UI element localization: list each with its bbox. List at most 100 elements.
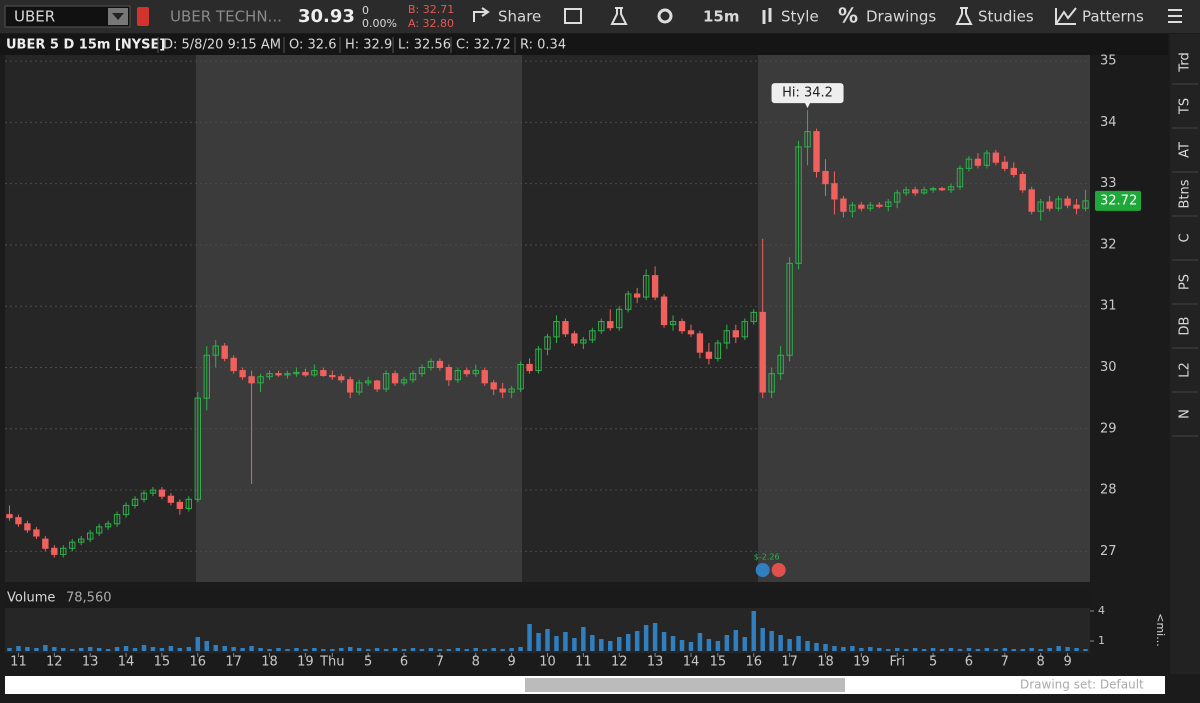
candle-body <box>212 345 219 356</box>
volume-bar <box>267 649 272 651</box>
candle-body <box>463 370 470 375</box>
studies-button[interactable]: Studies <box>978 8 1034 26</box>
volume-bar <box>805 641 810 651</box>
volume-bar <box>661 632 667 651</box>
candle-body <box>248 376 255 384</box>
x-tick-label: 8 <box>1037 655 1045 670</box>
style-button[interactable]: Style <box>781 8 819 26</box>
candle-body <box>795 146 802 264</box>
scroll-thumb[interactable] <box>525 678 845 692</box>
volume-bar <box>742 637 748 651</box>
candle-body <box>418 367 426 375</box>
menu-icon[interactable] <box>1168 9 1182 23</box>
header-field: H: 32.9 <box>345 38 392 53</box>
side-tab[interactable]: PS <box>1178 274 1193 290</box>
x-tick-label: 17 <box>781 655 798 670</box>
last-price-tag <box>1095 190 1141 211</box>
x-tick-label: 16 <box>190 655 207 670</box>
header-title: UBER 5 D 15m [NYSE] <box>6 38 165 53</box>
drawings-button[interactable]: Drawings <box>866 8 936 26</box>
volume-bar <box>1047 648 1052 651</box>
volume-bar <box>518 647 523 651</box>
candle-body <box>382 373 390 390</box>
candle-body <box>625 293 632 310</box>
event-icon <box>771 563 786 577</box>
volume-bar <box>339 648 344 651</box>
volume-bar <box>841 647 846 651</box>
candle-body <box>221 345 228 359</box>
volume-bar <box>96 648 102 651</box>
icon[interactable] <box>564 8 582 24</box>
candle-body <box>553 321 560 338</box>
volume-bar <box>1011 649 1017 651</box>
side-tab[interactable]: N <box>1178 409 1193 419</box>
volume-bar <box>123 646 129 651</box>
link-icon[interactable] <box>137 7 149 26</box>
candle-body <box>454 370 462 381</box>
candle-body <box>329 374 336 378</box>
volume-bar <box>78 648 84 651</box>
x-tick-label: 5 <box>364 655 372 670</box>
ask: A: 32.80 <box>408 17 454 30</box>
candle-body <box>230 357 237 372</box>
candle-body <box>69 541 76 549</box>
candle-body <box>122 504 130 516</box>
patterns-button[interactable]: Patterns <box>1082 8 1144 26</box>
volume-bar <box>446 649 452 651</box>
side-tab[interactable]: L2 <box>1178 362 1193 378</box>
volume-bar <box>7 648 12 651</box>
volume-bar <box>132 648 138 651</box>
candle-body <box>60 547 67 555</box>
y-tick-label: 30 <box>1100 360 1117 375</box>
candle-body <box>849 204 856 212</box>
interval[interactable]: 15m <box>703 8 740 26</box>
y-tick-label: 29 <box>1100 421 1117 436</box>
candle-body <box>876 204 883 207</box>
flask-icon[interactable] <box>610 7 628 25</box>
candle-body <box>902 189 910 194</box>
candle-body <box>562 321 569 335</box>
volume-bar <box>886 649 891 651</box>
y-tick-label: 27 <box>1100 544 1117 559</box>
gear-icon[interactable] <box>657 8 673 24</box>
volume-bar <box>1056 646 1061 651</box>
volume-bar <box>204 641 209 651</box>
side-tab[interactable]: DB <box>1178 317 1193 336</box>
dropdown-arrow <box>112 13 124 20</box>
volume-bar <box>401 649 407 651</box>
candle-body <box>1064 198 1071 206</box>
candle-body <box>508 388 515 393</box>
volume-bar <box>823 644 828 651</box>
volume-bar <box>1038 649 1043 651</box>
side-tab[interactable]: Btns <box>1178 179 1193 208</box>
toolbar <box>0 0 1200 33</box>
candle-body <box>598 321 605 332</box>
volume-bar <box>814 643 819 651</box>
candle-body <box>481 370 488 384</box>
symbol-box[interactable] <box>4 5 131 28</box>
drawing-set[interactable]: Drawing set: Default <box>1020 678 1144 692</box>
x-tick-label: 17 <box>225 655 242 670</box>
x-tick-label: 14 <box>118 655 135 670</box>
volume-bar <box>1074 648 1079 651</box>
candle-body <box>777 354 784 375</box>
volume-bar <box>509 648 514 651</box>
volume-bar <box>625 634 631 651</box>
volume-bar <box>832 646 837 651</box>
side-tab[interactable]: C <box>1178 233 1193 242</box>
candle-body <box>651 275 659 298</box>
candle-body <box>607 321 614 329</box>
candle-body <box>311 370 318 376</box>
volume-bar <box>150 647 156 651</box>
candle-body <box>338 376 345 381</box>
candle-body <box>867 204 874 209</box>
volume-bar <box>25 647 30 651</box>
share-button[interactable]: Share <box>498 8 541 26</box>
side-tab[interactable]: AT <box>1178 142 1193 158</box>
candle-body <box>167 495 175 503</box>
side-tab[interactable]: Trd <box>1178 52 1193 72</box>
side-tab[interactable]: TS <box>1178 98 1193 115</box>
x-tick-label: 18 <box>817 655 834 670</box>
candle-body <box>293 371 300 375</box>
x-tick-label: 15 <box>154 655 171 670</box>
